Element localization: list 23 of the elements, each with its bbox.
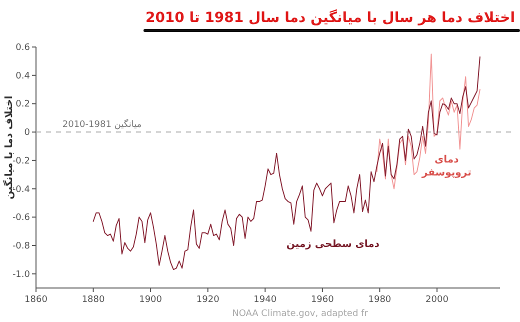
series-label: دمای سطحی زمین [286,239,380,250]
y-tick-label: 0.6 [16,43,30,53]
y-tick-label: -0.6 [12,213,30,224]
x-tick-label: 1900 [139,295,162,305]
y-axis-title: اختلاف دما با میانگین [2,96,15,200]
text: NOAA Climate.gov, adapted fr [232,309,368,319]
y-tick-label: 0 [24,128,30,138]
line-series [376,54,480,190]
x-tick-label: 1960 [310,295,334,305]
y-tick-label: -1.0 [12,270,30,280]
y-tick-label: 0.2 [16,100,30,110]
series-label: دمای تروپوسفر [420,154,472,179]
x-tick-label: 1980 [368,295,392,305]
x-tick-label: 2000 [426,295,449,305]
ref-line-label: میانگین 1981-2010 [62,118,142,130]
x-tick-label: 1920 [196,295,220,305]
y-tick-label: -0.8 [12,241,30,252]
y-tick-label: 0.4 [16,71,30,82]
x-tick-label: 1940 [254,295,277,305]
x-tick-label: 1880 [82,295,106,305]
y-tick-label: -0.2 [12,156,30,166]
chart-title: اختلاف دما هر سال با میانگین دما سال 1981 تا 2010 [145,9,515,26]
x-tick-label: 1860 [24,295,48,305]
